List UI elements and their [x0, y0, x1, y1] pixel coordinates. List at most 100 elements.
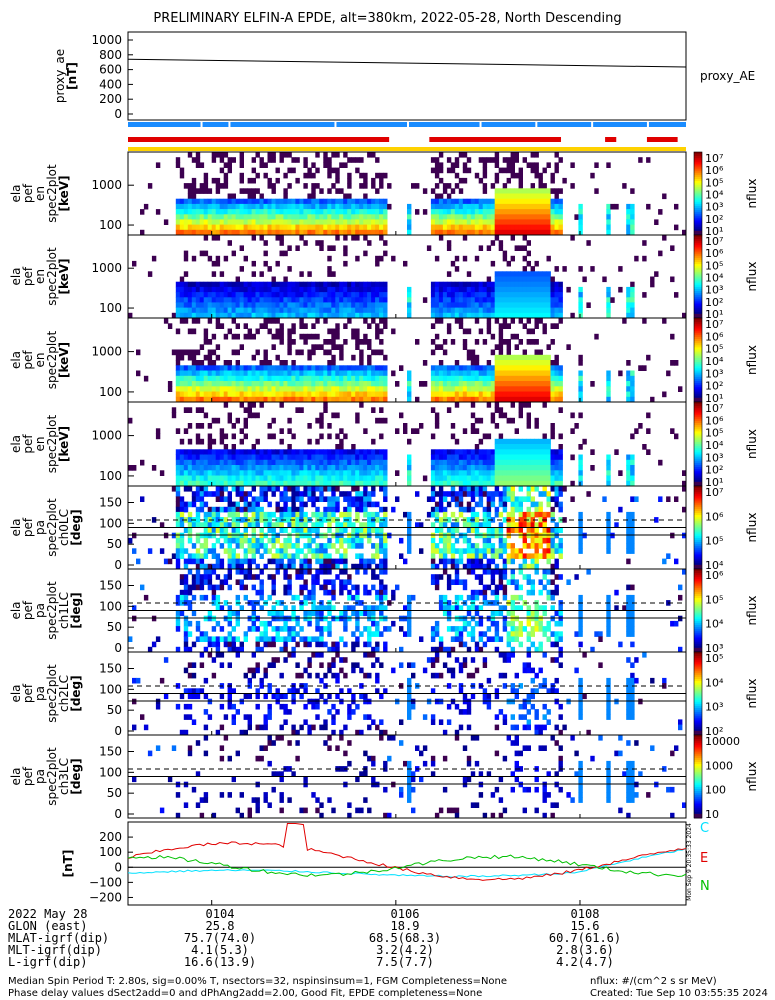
panel-pa1-colorbar-cell — [694, 581, 702, 585]
panel-pa3-cb-tick: 1000 — [705, 759, 733, 772]
panel-energy3-colorbar-cell — [694, 395, 702, 399]
panel-energy4-colorbar-cell — [694, 467, 702, 470]
panel-energy1-colorbar-cell — [694, 214, 702, 217]
panel-pa1-colorbar-cell — [694, 598, 702, 601]
status-bar-blue-gap — [200, 122, 203, 127]
panel-energy3-colorbar-cell — [694, 347, 702, 350]
panel-energy2-colorbar-cell — [694, 278, 702, 282]
panel-pa0-colorbar-cell — [694, 525, 702, 528]
panel-energy2-colorbar-cell — [694, 280, 702, 284]
panel-pa2-colorbar-cell — [694, 672, 702, 676]
panel-pa3-label-2: pa — [33, 769, 47, 784]
panel-energy1-colorbar-cell — [694, 156, 702, 159]
panel-mag-ytick: −200 — [89, 890, 122, 904]
panel-energy2-colorbar-cell — [694, 266, 702, 269]
info-col2-0: 0106 — [390, 907, 420, 921]
panel-energy2-colorbar-cell — [694, 286, 702, 290]
info-col1-2: 75.7(74.0) — [183, 931, 257, 945]
panel-pa3-colorbar-frame — [693, 734, 703, 819]
panel-pa0-colorbar-cell — [694, 554, 702, 558]
panel-energy1-colorbar-cell — [694, 166, 702, 170]
panel-pa2-colorbar-cell — [694, 658, 702, 661]
panel-pa1-cb-tick: 10⁴ — [705, 618, 724, 631]
panel-pa0-colorbar-cell — [694, 552, 702, 555]
panel-energy2-cb-tick: 10⁴ — [705, 272, 724, 285]
info-row-label-4: L-igrf(dip) — [8, 955, 88, 969]
panel-energy3-colorbar-cell — [694, 399, 702, 403]
panel-mag-ytick: 100 — [99, 845, 122, 859]
panel-energy1-colorbar-cell — [694, 208, 702, 211]
panel-pa3-colorbar-cell — [694, 737, 702, 740]
panel-energy1-colorbar-cell — [694, 224, 702, 228]
panel-energy2-colorbar-cell — [694, 249, 702, 253]
panel-energy3-spectrogram — [136, 318, 683, 403]
panel-energy3-colorbar-cell — [694, 376, 702, 380]
panel-pa3-colorbar-cell — [694, 791, 702, 794]
panel-proxy_ae-ytick: 400 — [99, 77, 122, 91]
panel-energy1-colorbar-cell — [694, 210, 702, 213]
panel-energy2-cb-tick: 10² — [705, 296, 723, 309]
panel-energy4-cb-tick: 10³ — [705, 451, 723, 464]
panel-pa3-colorbar-cell — [694, 805, 702, 809]
panel-energy3-cb-tick: 10⁴ — [705, 355, 724, 368]
panel-pa0-colorbar-cell — [694, 486, 702, 489]
panel-energy1-cb-tick: 10³ — [705, 201, 723, 214]
panel-energy4-colorbar-cell — [694, 404, 702, 407]
panel-proxy_ae-label-0: proxy_ae — [53, 49, 67, 103]
panel-pa0-colorbar-cell — [694, 510, 702, 514]
panel-pa3-colorbar-cell — [694, 741, 702, 744]
panel-pa2-colorbar-cell — [694, 720, 702, 724]
panel-pa0-colorbar-cell — [694, 564, 702, 568]
panel-pa3-colorbar-cell — [694, 749, 702, 753]
panel-energy4-colorbar-cell — [694, 444, 702, 447]
panel-energy1-colorbar-cell — [694, 176, 702, 180]
panel-pa3-label-5: [deg] — [69, 758, 83, 794]
panel-pa3-colorbar-cell — [694, 795, 702, 798]
panel-pa0-colorbar-cell — [694, 492, 702, 495]
panel-pa3-label-3: spec2plot — [45, 747, 59, 806]
panel-pa3-colorbar-cell — [694, 751, 702, 755]
panel-pa1-colorbar-cell — [694, 569, 702, 572]
panel-pa0-ytick: 50 — [107, 537, 122, 551]
panel-energy4-colorbar-cell — [694, 473, 702, 476]
panel-pa3-label-1: pef — [21, 766, 35, 786]
panel-pa0-colorbar-cell — [694, 506, 702, 510]
panel-pa1-cb-tick: 10³ — [705, 642, 723, 655]
plot-title: PRELIMINARY ELFIN-A EPDE, alt=380km, 202… — [153, 11, 622, 26]
panel-energy3-colorbar-cell — [694, 345, 702, 348]
panel-pa3-colorbar-cell — [694, 807, 702, 811]
proxy-ae-line — [127, 58, 687, 68]
panel-energy1-colorbar-cell — [694, 187, 702, 190]
panel-energy3-colorbar-cell — [694, 385, 702, 388]
panel-pa3-colorbar-cell — [694, 755, 702, 759]
info-col2-2: 68.5(68.3) — [368, 931, 442, 945]
info-col3-1: 15.6 — [570, 919, 600, 933]
panel-energy2-ytick: 1000 — [91, 261, 122, 275]
panel-pa1-colorbar-cell — [694, 622, 702, 626]
panel-energy2-colorbar-cell — [694, 301, 702, 304]
panel-pa1-colorbar-cell — [694, 604, 702, 607]
panel-energy1-cb-tick: 10⁷ — [705, 152, 723, 165]
panel-pa2-cb-label: nflux — [745, 679, 759, 709]
info-col3-3: 2.8(3.6) — [556, 943, 614, 957]
panel-energy4-colorbar-cell — [694, 471, 702, 474]
panel-pa0-colorbar-cell — [694, 562, 702, 566]
panel-energy4-colorbar-cell — [694, 420, 702, 424]
panel-energy1-label-1: pef — [21, 183, 35, 203]
panel-pa2-colorbar-cell — [694, 676, 702, 680]
panel-energy2-colorbar-cell — [694, 253, 702, 257]
panel-energy3-ytick: 1000 — [91, 345, 122, 359]
panel-energy4-colorbar-cell — [694, 414, 702, 418]
panel-energy2-colorbar-cell — [694, 272, 702, 275]
status-bar-blue-gap — [591, 122, 594, 127]
panel-energy3-colorbar-cell — [694, 368, 702, 371]
panel-pa3-colorbar-cell — [694, 788, 702, 792]
status-bar-red — [128, 137, 390, 142]
proxy-ae-legend: proxy_AE — [700, 69, 755, 83]
panel-pa3-colorbar-cell — [694, 770, 702, 773]
panel-energy1-colorbar-cell — [694, 162, 702, 165]
panel-energy4-spectrogram — [128, 402, 687, 487]
panel-energy1-colorbar-cell — [694, 195, 702, 199]
panel-pa3-colorbar-cell — [694, 778, 702, 782]
